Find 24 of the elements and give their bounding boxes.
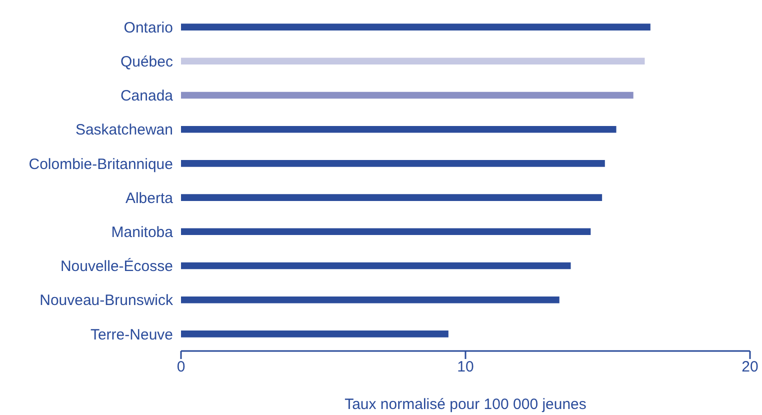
bar (181, 24, 650, 30)
x-axis-title: Taux normalisé pour 100 000 jeunes (344, 396, 586, 413)
y-tick-label: Nouveau-Brunswick (40, 292, 174, 310)
bar (181, 92, 634, 99)
y-tick-label: Ontario (124, 19, 173, 36)
bar (181, 262, 571, 270)
bar (181, 58, 645, 65)
x-tick-label: 10 (457, 358, 474, 376)
y-tick-label: Colombie-Britannique (28, 156, 173, 173)
bar (181, 194, 602, 201)
y-tick-label: Canada (120, 88, 174, 105)
bar (181, 330, 448, 338)
x-tick-label: 20 (742, 358, 758, 376)
y-tick-label: Nouvelle-Écosse (60, 257, 173, 276)
bar (181, 160, 605, 167)
bar (181, 228, 591, 236)
y-tick-label: Terre-Neuve (90, 326, 173, 344)
y-tick-label: Manitoba (111, 224, 174, 241)
x-tick-label: 0 (176, 358, 186, 376)
bar (181, 126, 616, 133)
bar (181, 296, 560, 304)
y-tick-label: Saskatchewan (75, 122, 173, 139)
y-tick-label: Alberta (125, 190, 174, 207)
y-tick-label: Québec (120, 53, 174, 70)
